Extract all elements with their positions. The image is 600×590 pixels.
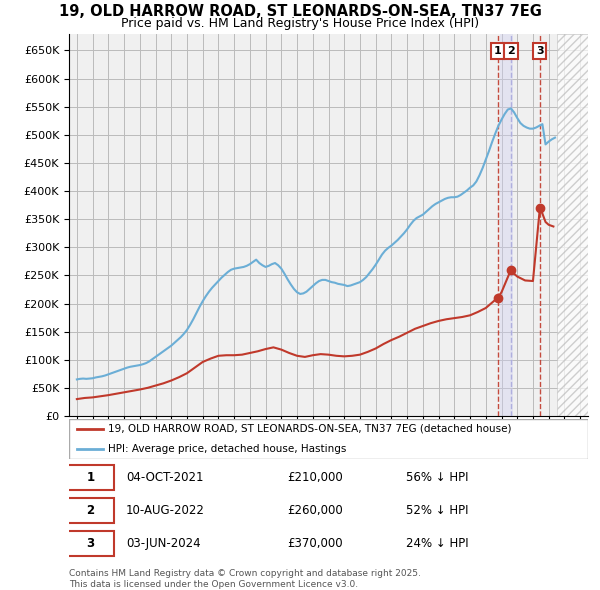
FancyBboxPatch shape: [67, 531, 114, 556]
Text: Contains HM Land Registry data © Crown copyright and database right 2025.
This d: Contains HM Land Registry data © Crown c…: [69, 569, 421, 589]
FancyBboxPatch shape: [69, 419, 588, 459]
Text: 3: 3: [536, 46, 544, 56]
Text: 1: 1: [86, 471, 94, 484]
Text: 19, OLD HARROW ROAD, ST LEONARDS-ON-SEA, TN37 7EG: 19, OLD HARROW ROAD, ST LEONARDS-ON-SEA,…: [59, 4, 541, 19]
Text: 3: 3: [86, 537, 94, 550]
Text: 56% ↓ HPI: 56% ↓ HPI: [406, 471, 469, 484]
FancyBboxPatch shape: [67, 465, 114, 490]
Text: 03-JUN-2024: 03-JUN-2024: [126, 537, 201, 550]
Bar: [557, 34, 588, 416]
Text: HPI: Average price, detached house, Hastings: HPI: Average price, detached house, Hast…: [108, 444, 346, 454]
Text: 19, OLD HARROW ROAD, ST LEONARDS-ON-SEA, TN37 7EG (detached house): 19, OLD HARROW ROAD, ST LEONARDS-ON-SEA,…: [108, 424, 511, 434]
Text: 1: 1: [494, 46, 502, 56]
Text: 24% ↓ HPI: 24% ↓ HPI: [406, 537, 469, 550]
FancyBboxPatch shape: [67, 498, 114, 523]
Text: £210,000: £210,000: [287, 471, 343, 484]
Text: £260,000: £260,000: [287, 504, 343, 517]
Text: 04-OCT-2021: 04-OCT-2021: [126, 471, 203, 484]
Text: Price paid vs. HM Land Registry's House Price Index (HPI): Price paid vs. HM Land Registry's House …: [121, 17, 479, 30]
Text: 52% ↓ HPI: 52% ↓ HPI: [406, 504, 469, 517]
Text: 10-AUG-2022: 10-AUG-2022: [126, 504, 205, 517]
Text: 2: 2: [507, 46, 515, 56]
Text: 2: 2: [86, 504, 94, 517]
Bar: [500, 34, 513, 416]
Text: £370,000: £370,000: [287, 537, 343, 550]
